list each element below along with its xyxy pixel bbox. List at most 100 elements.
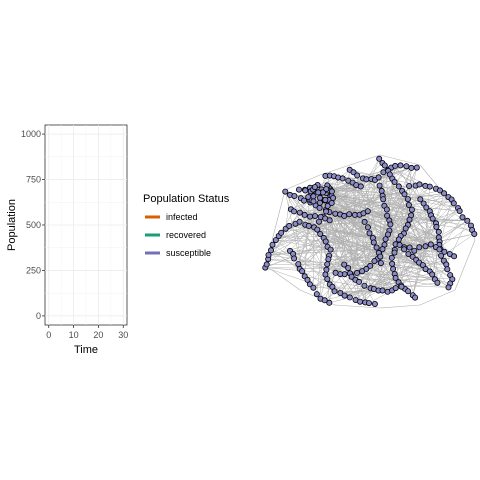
- network-node: [341, 212, 348, 219]
- network-node: [364, 224, 371, 231]
- network-node: [314, 226, 321, 233]
- network-node: [322, 238, 329, 245]
- legend-label-susceptible: susceptible: [166, 248, 211, 258]
- network-edge: [426, 207, 460, 212]
- network-node: [355, 278, 362, 285]
- network-node: [450, 200, 457, 207]
- network-node: [365, 300, 372, 307]
- network-node: [341, 261, 348, 268]
- network-edge: [325, 209, 376, 305]
- network-node: [317, 230, 324, 237]
- network-node: [346, 211, 353, 218]
- network-edge: [376, 167, 412, 248]
- network-node: [307, 213, 314, 220]
- network-edge: [290, 209, 430, 272]
- network-node: [324, 202, 331, 209]
- network-node: [416, 181, 423, 188]
- network-node: [296, 218, 303, 225]
- x-tick-label: 30: [118, 330, 128, 340]
- network-edge: [377, 255, 442, 259]
- network-node: [371, 300, 378, 307]
- legend-label-recovered: recovered: [166, 230, 206, 240]
- network-node: [383, 206, 390, 213]
- network-node: [471, 230, 478, 237]
- network-node: [324, 261, 331, 268]
- network-node: [332, 210, 339, 217]
- network-node: [331, 288, 338, 295]
- network-node: [357, 298, 364, 305]
- network-node: [323, 208, 330, 215]
- y-tick-label: 0: [36, 311, 41, 321]
- network-node: [379, 246, 386, 253]
- network-edge: [270, 250, 303, 272]
- network-edge: [391, 233, 475, 291]
- network-edge: [401, 190, 424, 266]
- network-node: [310, 284, 317, 291]
- network-edge: [379, 304, 421, 309]
- network-node: [354, 172, 361, 179]
- network-edge: [356, 184, 451, 276]
- network-node: [396, 241, 403, 248]
- network-edge: [387, 170, 415, 251]
- network-node: [300, 197, 307, 204]
- network-node: [401, 191, 408, 198]
- network-node: [397, 162, 404, 169]
- network-node: [324, 276, 331, 283]
- network-edge: [265, 267, 341, 294]
- network-nodes: [262, 155, 478, 307]
- network-node: [395, 183, 402, 190]
- network-node: [398, 283, 405, 290]
- network-node: [265, 251, 272, 258]
- network-node: [464, 217, 471, 224]
- network-node: [325, 256, 332, 263]
- grid-lines: [45, 125, 127, 325]
- network-node: [459, 214, 466, 221]
- network-edge: [419, 289, 456, 306]
- network-node: [392, 274, 399, 281]
- network-edge: [390, 224, 406, 289]
- network-node: [405, 250, 412, 257]
- network-node: [346, 294, 353, 301]
- network-node: [286, 222, 293, 229]
- network-edge: [301, 241, 326, 272]
- network-node: [363, 176, 370, 183]
- network-node: [310, 198, 317, 205]
- x-tick-label: 20: [93, 330, 103, 340]
- network-node: [441, 248, 448, 255]
- network-edge: [412, 218, 433, 296]
- network-node: [327, 246, 334, 253]
- network-edge: [325, 209, 380, 254]
- network-node: [420, 200, 427, 207]
- network-node: [291, 255, 298, 262]
- y-axis-label: Population: [6, 199, 18, 251]
- network-node: [310, 193, 317, 200]
- network-edge: [340, 214, 405, 248]
- network-node: [376, 155, 383, 162]
- network-node: [341, 292, 348, 299]
- network-node: [379, 287, 386, 294]
- network-node: [375, 174, 382, 181]
- network-edge: [284, 174, 321, 191]
- network-node: [408, 206, 415, 213]
- network-edge: [401, 285, 449, 288]
- network-edge: [334, 304, 381, 309]
- network-node: [406, 216, 413, 223]
- network-node: [392, 285, 399, 292]
- network-node: [337, 289, 344, 296]
- network-node: [302, 187, 309, 194]
- network-node: [392, 162, 399, 169]
- network-node: [387, 221, 394, 228]
- legend-label-infected: infected: [166, 212, 198, 222]
- network-node: [445, 284, 452, 291]
- network-edge: [326, 188, 437, 224]
- network-node: [315, 189, 322, 196]
- network-edge: [319, 154, 381, 176]
- line-chart: 0 250 500 750 1000 0 10 20 30 Time Population: [6, 124, 128, 356]
- network-edge: [379, 154, 421, 166]
- network-node: [380, 169, 387, 176]
- network-edge: [353, 172, 393, 179]
- network-edge: [412, 211, 431, 296]
- network-node: [416, 244, 423, 251]
- network-node: [436, 187, 443, 194]
